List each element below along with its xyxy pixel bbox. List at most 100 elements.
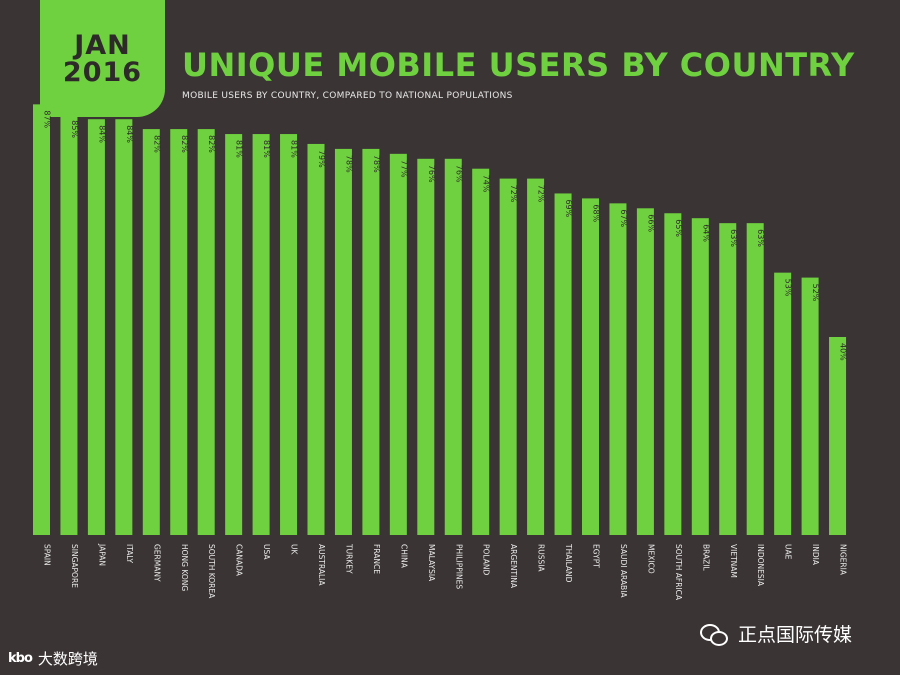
- value-label: 72%: [537, 185, 546, 203]
- bar-turkey: [334, 148, 352, 535]
- value-label: 82%: [207, 135, 216, 153]
- category-label: UAE: [784, 544, 793, 560]
- category-label: SAUDI ARABIA: [619, 544, 628, 598]
- value-label: 64%: [701, 224, 710, 242]
- bar-mexico: [636, 208, 654, 536]
- category-label: INDONESIA: [756, 544, 765, 587]
- value-label: 63%: [729, 229, 738, 247]
- category-label: POLAND: [482, 544, 491, 576]
- value-label: 66%: [646, 214, 655, 232]
- category-label: VIETNAM: [729, 544, 738, 578]
- bar-australia: [307, 143, 325, 535]
- value-label: 81%: [235, 140, 244, 158]
- kbo-logo-icon: kbo: [8, 651, 33, 666]
- wechat-icon: [700, 622, 730, 646]
- bar-indonesia: [746, 223, 764, 535]
- bar-italy: [115, 119, 133, 535]
- category-label: SOUTH KOREA: [207, 544, 216, 599]
- category-label: UK: [290, 544, 299, 555]
- value-label: 53%: [784, 279, 793, 297]
- bar-thailand: [554, 193, 572, 535]
- chart-subtitle: MOBILE USERS BY COUNTRY, COMPARED TO NAT…: [182, 91, 513, 101]
- category-label: THAILAND: [564, 543, 573, 583]
- category-label: PHILIPPINES: [454, 544, 463, 589]
- watermark-left: kbo 大数跨境: [8, 648, 98, 669]
- bar-russia: [527, 178, 545, 535]
- bar-india: [801, 277, 819, 535]
- value-label: 79%: [317, 150, 326, 168]
- bar-south-korea: [197, 129, 215, 535]
- category-label: ARGENTINA: [509, 544, 518, 589]
- value-label: 52%: [811, 284, 820, 302]
- bar-poland: [472, 168, 490, 535]
- category-label: MALAYSIA: [427, 544, 436, 582]
- badge-year: 2016: [62, 56, 143, 88]
- bar-egypt: [582, 198, 599, 535]
- chart-title: UNIQUE MOBILE USERS BY COUNTRY: [182, 46, 855, 84]
- category-label: TURKEY: [344, 543, 353, 574]
- category-label: SINGAPORE: [70, 544, 79, 588]
- bar-uae: [774, 272, 792, 535]
- value-label: 87%: [43, 110, 52, 128]
- bar-uk: [280, 134, 298, 536]
- bar-nigeria: [829, 337, 847, 535]
- value-label: 77%: [399, 160, 408, 178]
- bar-south-africa: [664, 213, 682, 535]
- bar-france: [362, 148, 380, 535]
- bar-japan: [87, 119, 105, 535]
- value-label: 72%: [509, 185, 518, 203]
- value-label: 76%: [454, 165, 463, 183]
- bar-hong-kong: [170, 129, 188, 535]
- bar-germany: [142, 129, 160, 535]
- watermark-right: 正点国际传媒: [700, 620, 852, 647]
- category-label: GERMANY: [152, 544, 161, 582]
- bar-brazil: [691, 218, 709, 535]
- category-label: MEXICO: [646, 544, 655, 574]
- category-label: EGYPT: [592, 544, 601, 568]
- category-label: AUSTRALIA: [317, 544, 326, 586]
- bar-singapore: [60, 114, 78, 535]
- bar-saudi-arabia: [609, 203, 627, 535]
- category-label: CANADA: [235, 544, 244, 577]
- value-label: 84%: [97, 125, 106, 143]
- bar-canada: [225, 134, 243, 536]
- category-label: ITALY: [125, 544, 134, 564]
- watermark-left-text: 大数跨境: [37, 650, 98, 668]
- badge-month: JAN: [74, 29, 131, 61]
- category-label: HONG KONG: [180, 544, 189, 591]
- value-label: 82%: [180, 135, 189, 153]
- watermark-right-text: 正点国际传媒: [738, 624, 853, 646]
- category-label: USA: [262, 544, 271, 560]
- date-badge: JAN 2016: [40, 0, 165, 117]
- bar-philippines: [444, 158, 462, 536]
- value-label: 81%: [290, 140, 299, 158]
- value-label: 68%: [592, 204, 601, 222]
- category-label: CHINA: [399, 544, 408, 569]
- category-label: BRAZIL: [701, 544, 710, 572]
- category-label: SOUTH AFRICA: [674, 544, 683, 601]
- value-label: 63%: [756, 229, 765, 247]
- bar-usa: [252, 134, 270, 536]
- value-label: 76%: [427, 165, 436, 183]
- category-label: SPAIN: [43, 544, 52, 566]
- value-label: 84%: [125, 125, 134, 143]
- value-label: 81%: [262, 140, 271, 158]
- bar-argentina: [499, 178, 517, 535]
- value-label: 69%: [564, 199, 573, 217]
- bar-spain: [33, 104, 50, 535]
- bar-china: [389, 153, 407, 535]
- value-label: 78%: [344, 155, 353, 173]
- value-label: 40%: [839, 343, 848, 361]
- bar-vietnam: [719, 223, 737, 535]
- category-label: INDIA: [811, 544, 820, 566]
- category-label: NIGERIA: [839, 544, 848, 576]
- value-label: 82%: [152, 135, 161, 153]
- value-label: 85%: [70, 120, 79, 138]
- value-label: 67%: [619, 209, 628, 227]
- value-label: 74%: [482, 175, 491, 193]
- category-label: RUSSIA: [537, 544, 546, 572]
- value-label: 65%: [674, 219, 683, 237]
- category-label: JAPAN: [97, 543, 106, 566]
- category-label: FRANCE: [372, 544, 381, 574]
